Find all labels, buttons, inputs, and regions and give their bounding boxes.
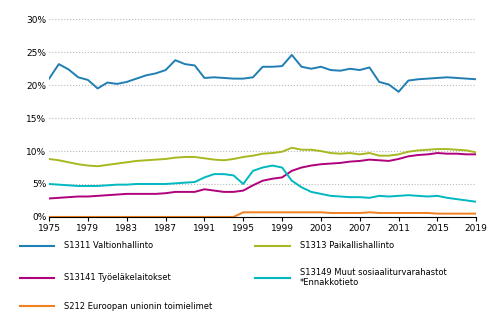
Text: S13149 Muut sosiaaliturvarahastot
*Ennakkotieto: S13149 Muut sosiaaliturvarahastot *Ennak… <box>300 268 446 287</box>
Text: S212 Euroopan unionin toimielimet: S212 Euroopan unionin toimielimet <box>64 302 212 311</box>
Text: S1313 Paikallishallinto: S1313 Paikallishallinto <box>300 241 394 250</box>
Text: S1311 Valtionhallinto: S1311 Valtionhallinto <box>64 241 153 250</box>
Text: S13141 Työeläkelaitokset: S13141 Työeläkelaitokset <box>64 273 170 282</box>
